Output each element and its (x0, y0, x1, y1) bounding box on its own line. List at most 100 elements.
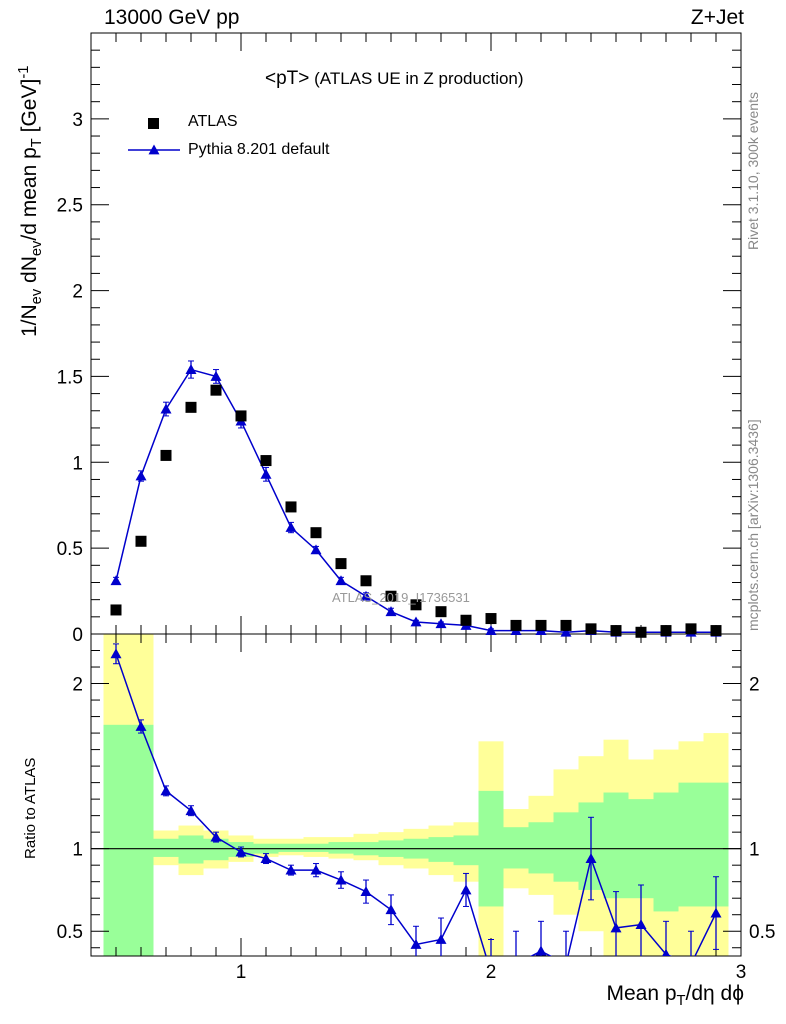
mc-point (285, 522, 297, 532)
x-tick-label: 2 (486, 962, 497, 983)
mc-ratio-point (160, 785, 172, 796)
chart-title-suffix: (ATLAS UE in Z production) (314, 69, 524, 88)
mc-ratio-point (460, 884, 472, 895)
mc-ratio-point (260, 853, 272, 863)
mc-ratio-point (185, 805, 197, 816)
mc-ratio-point (210, 831, 222, 842)
legend-mc-marker (148, 144, 160, 155)
data-point (135, 535, 147, 547)
mc-point (135, 470, 147, 481)
rivet-version-label: Rivet 3.1.10, 300k events (745, 92, 761, 250)
data-point (235, 410, 247, 422)
mc-series-ratio (110, 643, 722, 969)
y-ticks-ratio: 0.5 0.5 1 1 2 2 (57, 650, 775, 949)
mc-ratio-point (135, 720, 147, 731)
mc-point (335, 575, 347, 586)
x-tick-label: 3 (736, 962, 747, 983)
data-point (335, 558, 347, 570)
mc-ratio-point (535, 945, 547, 956)
mc-ratio-point (410, 938, 422, 949)
band-inner-bin (528, 822, 554, 874)
mc-ratio-point (435, 933, 447, 944)
band-inner-bin (503, 827, 529, 869)
band-inner-bin (553, 812, 579, 882)
y-tick-label: 1.5 (57, 367, 83, 388)
y-axis-label-main: 1/Nev dNev/d mean pT [GeV]-1 (16, 65, 46, 337)
y-tick-label-right: 0.5 (749, 922, 775, 943)
y-tick-label: 2.5 (57, 196, 83, 217)
mc-ratio-point (360, 886, 372, 896)
band-inner-bin (428, 837, 454, 862)
data-point (485, 613, 497, 625)
mc-ratio-point (285, 864, 297, 875)
data-point (110, 604, 122, 616)
data-point (560, 619, 572, 631)
data-point (360, 575, 372, 587)
data-point (685, 623, 697, 635)
data-point (310, 527, 322, 539)
mc-ratio-point (662, 948, 670, 956)
chart-title-prefix: <pT> (265, 68, 310, 89)
header-left-label: 13000 GeV pp (104, 6, 240, 29)
band-inner-bin (653, 792, 679, 912)
band-inner-bin (153, 838, 179, 857)
band-inner-bin (103, 724, 129, 956)
mcplots-credit-label: mcplots.cern.ch [arXiv:1306.3436] (745, 419, 761, 631)
band-inner-bin (278, 843, 304, 852)
mc-ratio-point (561, 959, 572, 969)
mc-ratio-point (635, 919, 647, 930)
mc-ratio-point (335, 874, 347, 885)
analysis-watermark: ATLAS_2019_I1736531 (332, 590, 470, 605)
y-ticks-main: 0 0.5 1 1.5 2 2.5 3 (57, 32, 741, 646)
x-ticks: 1 2 3 (90, 634, 747, 983)
data-point (260, 455, 272, 467)
data-point (210, 384, 222, 396)
x-axis-label: Mean pT/dη dϕ (606, 982, 745, 1010)
mc-point (210, 370, 222, 381)
y-tick-label: 0 (72, 625, 83, 646)
y-tick-label-right: 1 (749, 840, 760, 861)
band-inner-bin (178, 835, 204, 864)
y-tick-label: 2 (72, 675, 83, 696)
ratio-bands (103, 634, 729, 956)
mc-ratio-point (310, 864, 322, 875)
legend (128, 118, 180, 155)
band-inner-bin (303, 843, 329, 852)
data-point (285, 501, 297, 513)
mc-point (435, 618, 447, 629)
mc-ratio-point (110, 648, 122, 659)
data-point (585, 623, 597, 635)
data-point (435, 606, 447, 618)
mc-ratio-point (511, 959, 522, 969)
data-point (635, 626, 647, 638)
data-point (185, 401, 197, 413)
mc-ratio-point (686, 959, 697, 969)
mc-point (560, 626, 572, 637)
mc-point (110, 575, 122, 586)
mc-point (385, 606, 397, 617)
band-inner-bin (203, 838, 229, 861)
mc-ratio-point (610, 922, 622, 933)
data-point (710, 625, 722, 637)
y-tick-label: 2 (72, 282, 83, 303)
data-point (660, 625, 672, 637)
mc-point (160, 403, 172, 414)
data-point (460, 614, 472, 626)
data-point (510, 619, 522, 631)
legend-data-marker (148, 118, 159, 129)
y-tick-label: 0.5 (57, 922, 83, 943)
header-right-label: Z+Jet (690, 6, 744, 29)
mc-point (310, 544, 322, 555)
y-tick-label: 1 (72, 840, 83, 861)
y-tick-label-right: 2 (749, 675, 760, 696)
mc-ratio-point (235, 846, 247, 857)
band-inner-bin (678, 782, 704, 907)
legend-mc-label: Pythia 8.201 default (188, 141, 330, 158)
data-point (410, 599, 422, 611)
data-point (610, 625, 622, 637)
data-point (385, 590, 397, 602)
x-tick-label: 1 (236, 962, 247, 983)
y-tick-label: 1 (72, 453, 83, 474)
mc-ratio-point (385, 904, 397, 915)
